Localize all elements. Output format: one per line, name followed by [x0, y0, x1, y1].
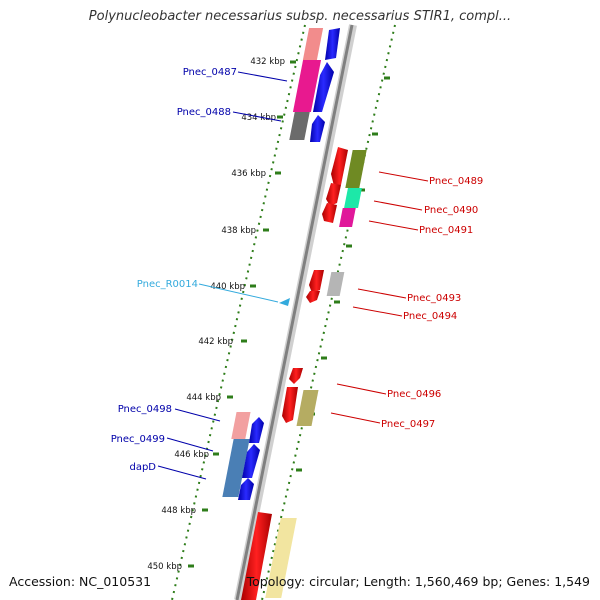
scale-label-450: 450 kbp [147, 562, 182, 572]
gene-arrow-bottom-1[interactable] [241, 512, 272, 600]
gene-arrow-0494[interactable] [306, 291, 320, 303]
scale-label-446: 446 kbp [174, 450, 209, 460]
scale-label-440: 440 kbp [210, 282, 245, 292]
label-Pnec_0496[interactable]: Pnec_0496 [387, 389, 441, 400]
leader-0496 [336, 383, 387, 395]
label-Pnec_0487[interactable]: Pnec_0487 [183, 67, 237, 78]
leader-0491 [368, 220, 419, 231]
leader-0497 [330, 412, 381, 424]
gene-block-0489[interactable] [345, 150, 367, 188]
label-Pnec_0491[interactable]: Pnec_0491 [419, 225, 473, 236]
label-Pnec_0499[interactable]: Pnec_0499 [111, 434, 165, 445]
gene-arrow-0493[interactable] [309, 270, 324, 293]
gene-arrow-0487[interactable] [313, 62, 334, 112]
gene-block-bottom-yellow[interactable] [265, 518, 297, 598]
forward-genes [222, 28, 340, 500]
scale-label-442: 442 kbp [198, 337, 233, 347]
accession-text: Accession: NC_010531 [9, 574, 152, 589]
gene-block-0487[interactable] [292, 60, 322, 112]
gene-arrow-0488[interactable] [310, 115, 325, 142]
gene-arrow-dapD[interactable] [238, 478, 254, 500]
label-Pnec_0498[interactable]: Pnec_0498 [118, 404, 172, 415]
scale-label-438: 438 kbp [221, 226, 256, 236]
gene-arrow-0498[interactable] [249, 417, 264, 443]
genome-summary-text: Topology: circular; Length: 1,560,469 bp… [246, 574, 590, 589]
gene-block-0497[interactable] [296, 390, 319, 426]
gene-block-0490[interactable] [344, 188, 362, 208]
gene-block-0488[interactable] [289, 112, 310, 140]
leader-0499 [166, 437, 214, 452]
label-Pnec_0497[interactable]: Pnec_0497 [381, 419, 435, 430]
scale-label-434: 434 kbp [241, 113, 276, 123]
scale-label-436: 436 kbp [231, 169, 266, 179]
gene-arrow-0497[interactable] [282, 387, 298, 423]
outer-dotted-track-left [171, 24, 306, 600]
genome-backbone-core [235, 24, 354, 600]
leader-R0014 [198, 283, 279, 303]
leader-0493 [357, 288, 407, 299]
leader-0498 [174, 408, 221, 422]
rna-marker-R0014[interactable] [279, 298, 290, 306]
leader-0490 [373, 200, 423, 211]
scale-label-444: 444 kbp [186, 393, 221, 403]
leader-0494 [352, 306, 403, 317]
gene-arrow-0490[interactable] [326, 183, 341, 206]
scale-ticks [188, 60, 296, 568]
gene-block-top-pink[interactable] [302, 28, 324, 60]
leader-0487 [237, 71, 288, 82]
label-Pnec_0489[interactable]: Pnec_0489 [429, 176, 483, 187]
gene-block-0493[interactable] [326, 272, 345, 296]
label-Pnec_R0014[interactable]: Pnec_R0014 [137, 279, 198, 290]
leader-dapD [157, 465, 207, 480]
label-Pnec_0493[interactable]: Pnec_0493 [407, 293, 461, 304]
leader-0488 [232, 111, 282, 122]
gene-arrow-top[interactable] [325, 28, 340, 60]
scale-label-432: 432 kbp [250, 57, 285, 67]
outer-dotted-track-right [261, 24, 396, 600]
gene-block-0491[interactable] [339, 208, 356, 227]
map-title: Polynucleobacter necessarius subsp. nece… [88, 9, 512, 24]
gene-arrow-0496[interactable] [289, 368, 303, 384]
gene-block-0499[interactable] [222, 439, 250, 497]
label-Pnec_0494[interactable]: Pnec_0494 [403, 311, 457, 322]
reverse-genes [241, 147, 367, 600]
label-dapD[interactable]: dapD [129, 462, 156, 473]
gene-arrow-0499[interactable] [242, 444, 260, 478]
leader-0489 [378, 171, 429, 182]
scale-label-448: 448 kbp [161, 506, 196, 516]
label-Pnec_0488[interactable]: Pnec_0488 [177, 107, 231, 118]
gene-arrow-0491[interactable] [322, 203, 337, 223]
gene-arrow-0489[interactable] [331, 147, 348, 186]
label-Pnec_0490[interactable]: Pnec_0490 [424, 205, 478, 216]
gene-block-0498[interactable] [231, 412, 251, 439]
